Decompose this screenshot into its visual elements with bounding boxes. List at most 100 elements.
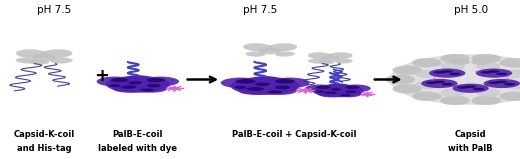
Ellipse shape (320, 56, 340, 62)
Ellipse shape (315, 91, 324, 93)
Ellipse shape (313, 84, 363, 97)
Ellipse shape (231, 77, 300, 95)
Ellipse shape (441, 83, 453, 86)
Ellipse shape (345, 90, 356, 93)
Ellipse shape (476, 69, 512, 78)
Ellipse shape (128, 81, 142, 85)
Ellipse shape (305, 85, 334, 92)
Ellipse shape (331, 88, 342, 91)
Circle shape (390, 55, 520, 104)
Ellipse shape (318, 61, 334, 64)
Ellipse shape (16, 58, 38, 63)
Ellipse shape (243, 43, 272, 51)
Ellipse shape (147, 78, 165, 82)
Ellipse shape (434, 71, 445, 74)
Ellipse shape (327, 83, 349, 89)
Circle shape (393, 66, 422, 75)
Circle shape (441, 89, 464, 96)
Ellipse shape (316, 86, 331, 89)
Ellipse shape (97, 77, 133, 86)
Ellipse shape (136, 84, 167, 93)
Ellipse shape (142, 77, 179, 86)
Ellipse shape (426, 81, 437, 84)
Ellipse shape (457, 86, 469, 89)
Ellipse shape (263, 86, 297, 95)
Ellipse shape (124, 75, 151, 82)
Text: pH 7.5: pH 7.5 (243, 5, 277, 15)
Ellipse shape (245, 52, 265, 56)
Ellipse shape (335, 59, 353, 63)
Text: and His-tag: and His-tag (17, 144, 72, 153)
Ellipse shape (451, 60, 470, 64)
Ellipse shape (504, 83, 515, 86)
Circle shape (502, 71, 520, 78)
Ellipse shape (496, 81, 508, 83)
Ellipse shape (270, 78, 309, 88)
Text: PalB-E-coil + Capsid-K-coil: PalB-E-coil + Capsid-K-coil (231, 130, 356, 139)
Ellipse shape (318, 91, 344, 97)
Ellipse shape (340, 94, 351, 96)
Circle shape (502, 81, 520, 88)
Circle shape (477, 63, 500, 70)
Ellipse shape (109, 84, 121, 87)
Circle shape (386, 75, 415, 84)
Ellipse shape (255, 83, 270, 86)
Ellipse shape (236, 79, 255, 84)
Ellipse shape (473, 88, 484, 90)
Ellipse shape (472, 60, 490, 64)
Circle shape (412, 92, 441, 101)
Ellipse shape (147, 84, 161, 87)
Ellipse shape (41, 49, 72, 58)
Ellipse shape (50, 58, 72, 63)
Ellipse shape (324, 91, 337, 94)
Ellipse shape (465, 85, 476, 88)
Circle shape (500, 92, 520, 101)
Ellipse shape (238, 86, 272, 95)
Circle shape (440, 96, 470, 105)
Circle shape (416, 81, 439, 88)
Ellipse shape (441, 70, 453, 73)
Ellipse shape (308, 52, 333, 59)
Ellipse shape (32, 54, 57, 61)
Circle shape (477, 89, 500, 96)
Ellipse shape (110, 78, 128, 82)
Circle shape (393, 84, 422, 93)
Ellipse shape (345, 86, 360, 89)
Ellipse shape (268, 90, 282, 93)
Ellipse shape (480, 71, 492, 74)
Ellipse shape (449, 73, 461, 75)
Circle shape (412, 58, 441, 67)
Ellipse shape (251, 76, 280, 84)
Ellipse shape (235, 86, 246, 89)
Ellipse shape (328, 52, 352, 59)
Ellipse shape (342, 85, 371, 92)
Text: Capsid: Capsid (455, 130, 486, 139)
Text: PalB-E-coil: PalB-E-coil (112, 130, 163, 139)
Circle shape (472, 96, 501, 105)
Ellipse shape (221, 78, 261, 88)
Ellipse shape (434, 81, 445, 83)
Circle shape (416, 71, 439, 78)
Ellipse shape (429, 69, 465, 78)
Circle shape (519, 84, 520, 93)
Ellipse shape (16, 49, 47, 58)
Ellipse shape (496, 73, 508, 75)
Text: +: + (94, 67, 109, 85)
Ellipse shape (484, 79, 520, 88)
Circle shape (440, 54, 470, 63)
Ellipse shape (275, 79, 295, 84)
Ellipse shape (488, 70, 500, 73)
Ellipse shape (275, 86, 290, 89)
Ellipse shape (452, 84, 489, 93)
Ellipse shape (246, 87, 264, 91)
Ellipse shape (336, 91, 362, 97)
Ellipse shape (140, 88, 154, 91)
Ellipse shape (488, 81, 500, 84)
Text: Capsid-K-coil: Capsid-K-coil (14, 130, 75, 139)
Ellipse shape (421, 79, 458, 88)
Ellipse shape (30, 60, 49, 64)
Ellipse shape (121, 85, 137, 89)
Text: pH 5.0: pH 5.0 (453, 5, 488, 15)
Circle shape (519, 66, 520, 75)
Circle shape (441, 63, 464, 70)
